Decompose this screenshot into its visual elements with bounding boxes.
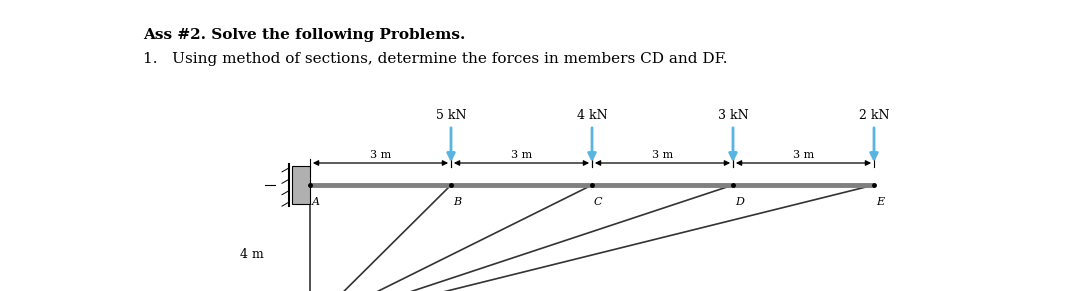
Text: 5 kN: 5 kN xyxy=(435,109,467,122)
Text: 3 m: 3 m xyxy=(793,150,814,160)
Text: A: A xyxy=(312,197,320,207)
Text: 3 m: 3 m xyxy=(369,150,391,160)
Bar xyxy=(292,166,310,204)
Text: E: E xyxy=(876,197,885,207)
Text: Ass #2. Solve the following Problems.: Ass #2. Solve the following Problems. xyxy=(143,28,465,42)
Text: 3 m: 3 m xyxy=(652,150,673,160)
Text: 2 kN: 2 kN xyxy=(859,109,889,122)
Text: B: B xyxy=(453,197,461,207)
Text: 1.   Using method of sections, determine the forces in members CD and DF.: 1. Using method of sections, determine t… xyxy=(143,52,728,66)
Text: D: D xyxy=(735,197,744,207)
Text: 4 m: 4 m xyxy=(240,249,264,262)
Text: C: C xyxy=(594,197,603,207)
Text: 4 kN: 4 kN xyxy=(577,109,607,122)
Text: 3 kN: 3 kN xyxy=(718,109,748,122)
Text: 3 m: 3 m xyxy=(511,150,532,160)
